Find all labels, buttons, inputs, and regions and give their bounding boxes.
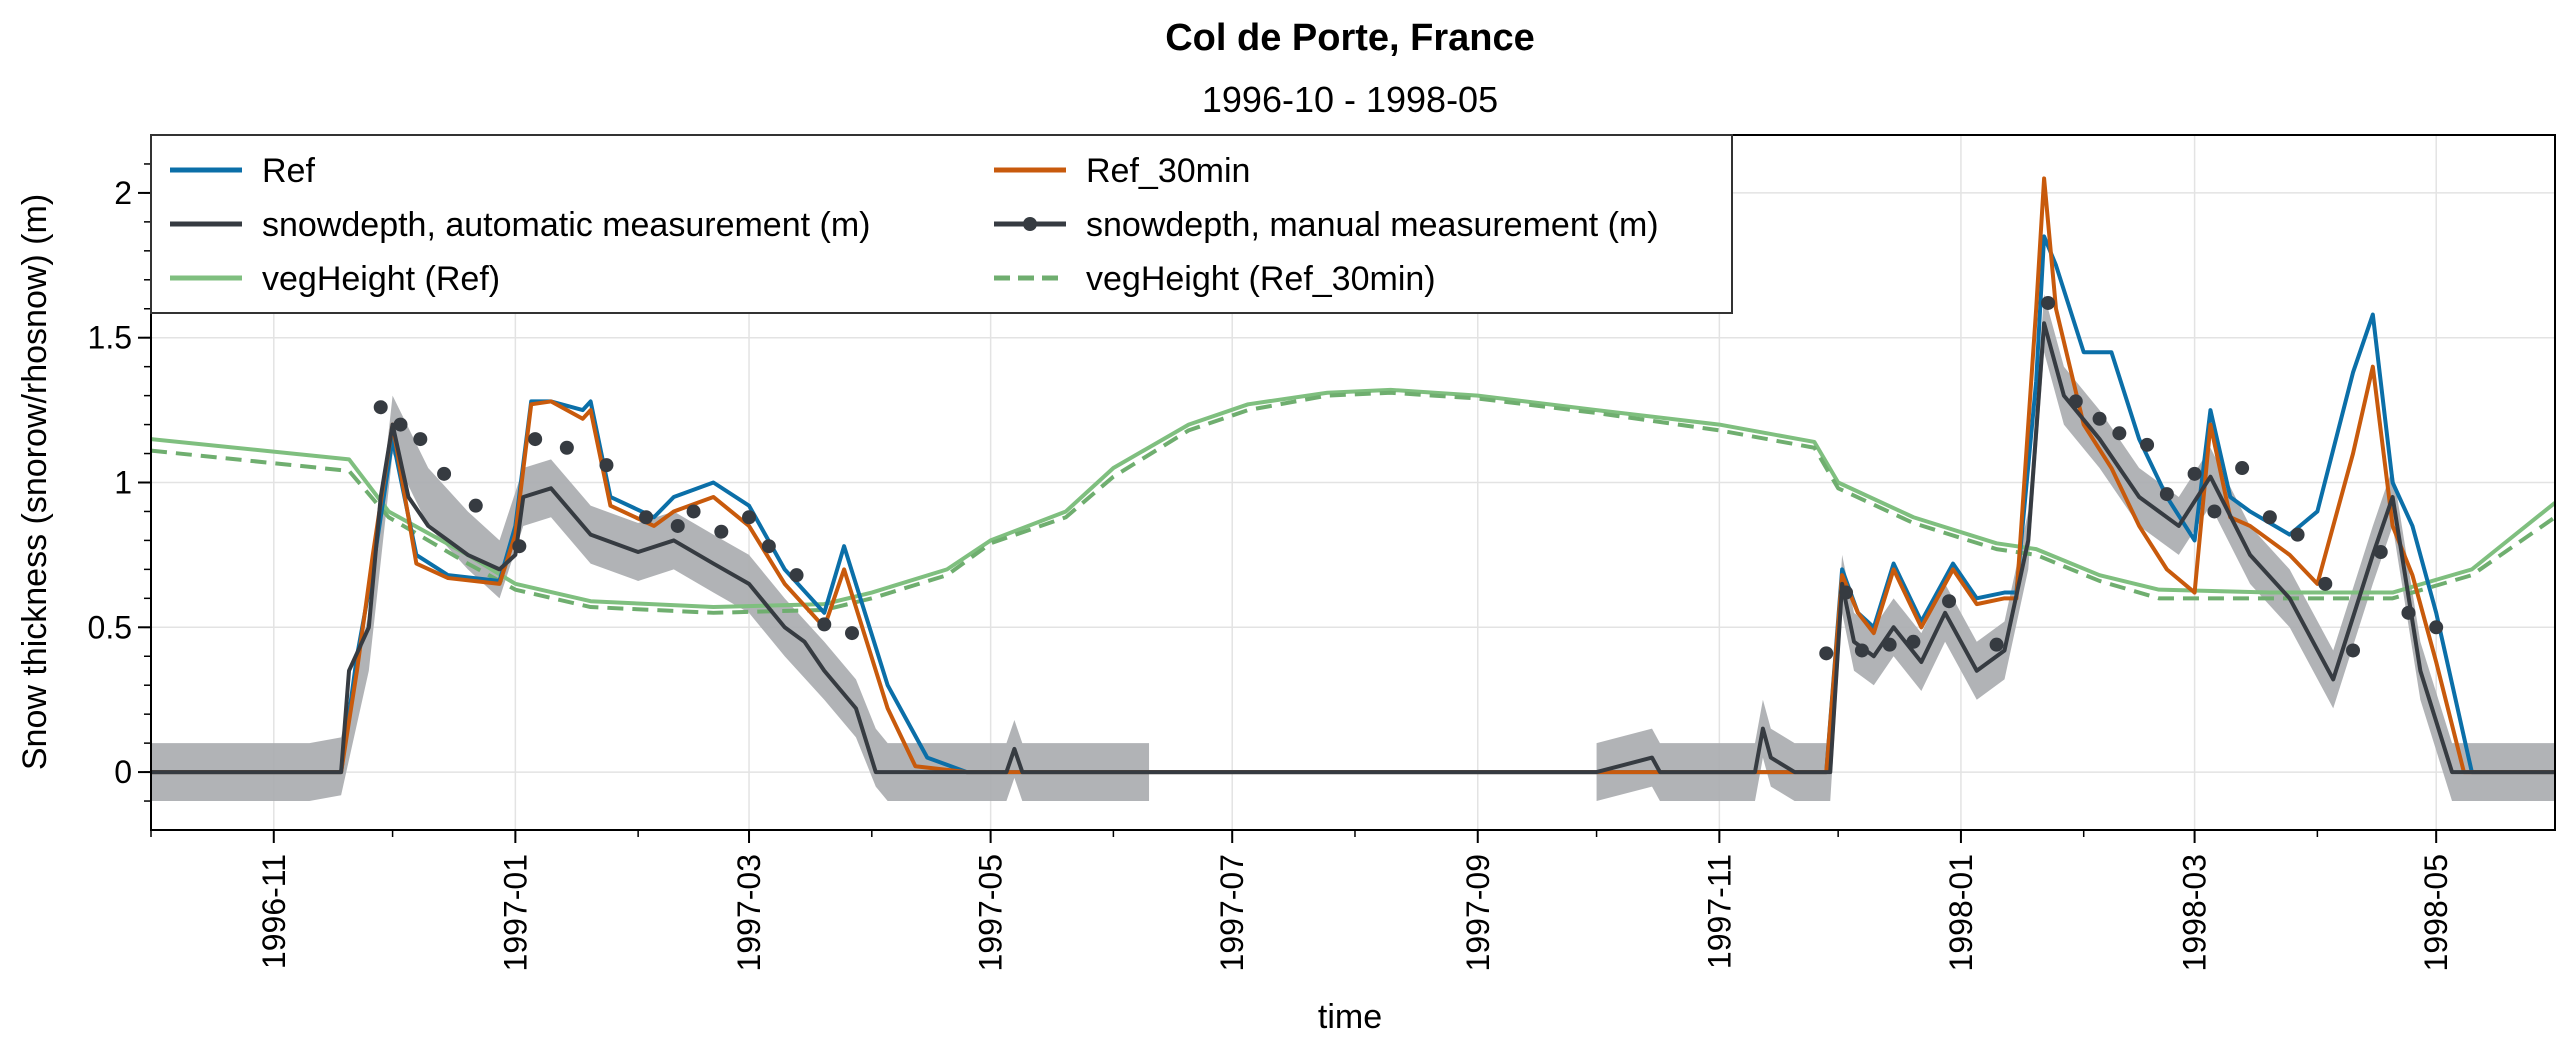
manual-measurement-point bbox=[2290, 527, 2305, 542]
series-line-vegheight-ref- bbox=[151, 387, 2555, 610]
x-tick-label: 1998-05 bbox=[2418, 854, 2454, 971]
x-tick-label: 1997-09 bbox=[1460, 854, 1496, 971]
manual-measurement-point bbox=[1819, 646, 1834, 661]
manual-measurement-point bbox=[468, 498, 483, 513]
manual-measurement-point bbox=[817, 617, 832, 632]
x-axis-label: time bbox=[1318, 998, 1382, 1036]
manual-measurement-points bbox=[373, 295, 2444, 661]
series-line-ref-30min bbox=[151, 176, 2555, 775]
manual-measurement-point bbox=[2207, 504, 2222, 519]
manual-measurement-point bbox=[373, 400, 388, 415]
manual-measurement-point bbox=[670, 518, 685, 533]
manual-measurement-point bbox=[413, 432, 428, 447]
manual-measurement-point bbox=[599, 458, 614, 473]
manual-measurement-point bbox=[1839, 585, 1854, 600]
y-tick-label: 0 bbox=[114, 754, 132, 790]
manual-measurement-point bbox=[639, 510, 654, 525]
manual-measurement-point bbox=[845, 626, 860, 641]
manual-measurement-point bbox=[2401, 605, 2416, 620]
manual-measurement-point bbox=[1882, 637, 1897, 652]
manual-measurement-point bbox=[2041, 295, 2056, 310]
manual-measurement-point bbox=[2068, 394, 2083, 409]
legend-label: Ref bbox=[262, 152, 315, 190]
legend-label: snowdepth, automatic measurement (m) bbox=[262, 206, 870, 244]
y-tick-label: 2 bbox=[114, 175, 132, 211]
manual-measurement-point bbox=[512, 539, 527, 554]
manual-measurement-point bbox=[686, 504, 701, 519]
manual-measurement-point bbox=[789, 568, 804, 583]
manual-measurement-point bbox=[1854, 643, 1869, 658]
x-tick-label: 1998-03 bbox=[2177, 854, 2213, 971]
x-tick-label: 1997-05 bbox=[973, 854, 1009, 971]
manual-measurement-point bbox=[2262, 510, 2277, 525]
legend: Ref Ref_30min snowdepth, automatic measure… bbox=[150, 134, 1733, 314]
series-line-vegheight-ref-30min- bbox=[151, 390, 2555, 615]
y-axis-ticks: 0 0.5 1 1.5 2 bbox=[88, 163, 151, 802]
series-lines bbox=[151, 176, 2555, 775]
manual-measurement-point bbox=[2429, 620, 2444, 635]
y-tick-label: 1 bbox=[114, 465, 132, 501]
series-line-snowdepth-automatic-measurement-m- bbox=[151, 321, 2555, 775]
manual-measurement-point bbox=[393, 417, 408, 432]
legend-marker bbox=[1023, 217, 1037, 231]
manual-measurement-point bbox=[761, 539, 776, 554]
manual-measurement-point bbox=[1906, 634, 1921, 649]
manual-measurement-point bbox=[2140, 437, 2155, 452]
legend-label: snowdepth, manual measurement (m) bbox=[1086, 206, 1659, 244]
uncertainty-band-segment bbox=[1596, 294, 2555, 802]
manual-measurement-point bbox=[437, 466, 452, 481]
uncertainty-band-segment bbox=[151, 395, 1150, 802]
manual-measurement-point bbox=[2235, 461, 2250, 476]
manual-measurement-point bbox=[714, 524, 729, 539]
manual-measurement-point bbox=[2187, 466, 2202, 481]
manual-measurement-point bbox=[1989, 637, 2004, 652]
chart-title: Col de Porte, France bbox=[1165, 17, 1535, 59]
manual-measurement-point bbox=[2318, 576, 2333, 591]
x-tick-label: 1998-01 bbox=[1943, 854, 1979, 971]
legend-label: vegHeight (Ref) bbox=[262, 260, 500, 298]
manual-measurement-point bbox=[2092, 411, 2107, 426]
y-tick-label: 1.5 bbox=[88, 320, 132, 356]
manual-measurement-point bbox=[528, 432, 543, 447]
manual-measurement-point bbox=[2373, 545, 2388, 559]
x-tick-label: 1997-01 bbox=[497, 854, 533, 971]
legend-label: Ref_30min bbox=[1086, 152, 1250, 190]
x-tick-label: 1997-07 bbox=[1214, 854, 1250, 971]
manual-measurement-point bbox=[2112, 426, 2127, 441]
x-tick-label: 1997-03 bbox=[731, 854, 767, 971]
y-tick-label: 0.5 bbox=[88, 609, 132, 645]
x-tick-label: 1997-11 bbox=[1701, 854, 1737, 969]
x-axis-ticks: 1996-11 1997-01 1997-03 1997-05 1997-07 1997-… bbox=[150, 830, 2454, 971]
manual-measurement-point bbox=[2346, 643, 2361, 658]
manual-measurement-point bbox=[559, 440, 574, 455]
legend-label: vegHeight (Ref_30min) bbox=[1086, 260, 1436, 298]
manual-measurement-point bbox=[742, 510, 757, 525]
chart-subtitle: 1996-10 - 1998-05 bbox=[1202, 79, 1498, 120]
manual-measurement-point bbox=[1942, 594, 1957, 609]
y-axis-label: Snow thickness (snorow/rhosnow) (m) bbox=[16, 194, 54, 770]
legend-box bbox=[150, 134, 1733, 314]
manual-measurement-point bbox=[2159, 487, 2174, 502]
x-tick-label: 1996-11 bbox=[256, 854, 292, 969]
